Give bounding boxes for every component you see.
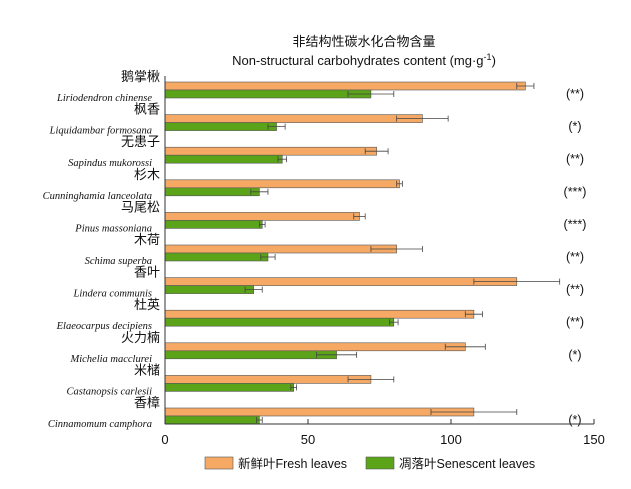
unit-close: ) [492,53,496,68]
significance-label: (*) [568,120,581,134]
bar-senescent [164,350,337,360]
bar-fresh [164,244,397,254]
chart-subtitle: Non-structural carbohydrates content (mg… [232,52,496,68]
bar-senescent [164,220,263,229]
x-tick-label: 150 [583,432,605,447]
category-label-cn: 鹅掌楸 [121,69,160,84]
bar-senescent [164,383,294,392]
legend-swatch [365,456,395,470]
bar-senescent [164,252,269,262]
bar-fresh [164,81,526,91]
category-label-latin: Liquidambar formosana [49,126,152,137]
category-label-latin: Cunninghamia lanceolata [43,191,152,202]
category-label-latin: Cinnamomum camphora [48,419,152,430]
category-label-cn: 枫香 [134,102,160,117]
bar-fresh [164,342,466,352]
unit-text: (mg·g [450,53,484,68]
category-label-latin: Castanopsis carlesii [67,386,153,397]
significance-label: (*) [568,348,581,362]
bar-senescent [164,285,254,294]
category-label-latin: Liriodendron chinense [56,93,152,104]
bar-senescent [164,89,372,99]
significance-label: (*) [568,413,581,427]
category-label-latin: Lindera communis [73,289,152,300]
unit-superscript: -1 [484,52,492,62]
bar-fresh [164,407,475,417]
bar-fresh [164,146,377,156]
significance-label: (**) [566,152,584,166]
category-label-cn: 木荷 [134,232,160,247]
category-label-cn: 杜英 [134,297,160,312]
legend-label: 新鲜叶Fresh leaves [238,456,347,471]
x-tick-label: 50 [301,432,315,447]
category-label-cn: 杉木 [134,167,160,182]
bar-fresh [164,212,360,221]
category-label-latin: Sapindus mukorossi [68,158,152,169]
category-label-cn: 火力楠 [121,330,160,345]
bar-senescent [164,187,260,197]
plot-area [164,81,561,425]
category-label-cn: 无患子 [121,134,160,149]
bar-senescent [164,154,283,164]
bar-fresh [164,114,423,123]
x-axis: 0 50 100 150 [161,76,605,447]
significance-label: (**) [566,283,584,297]
bar-senescent [164,122,277,131]
legend-label: 凋落叶Senescent leaves [399,457,535,471]
bar-fresh [164,179,400,189]
x-tick-label: 100 [440,432,462,447]
significance-label: (***) [564,185,587,199]
category-label-cn: 米槠 [134,362,160,377]
significance-label: (**) [566,87,584,101]
category-label-cn: 香樟 [134,395,160,410]
significance-label: (***) [564,217,587,231]
significance-label: (**) [566,250,584,264]
category-label-latin: Schima superba [85,256,152,267]
significance-labels: (**) (*) (**) (***) (***) (**) (**) (**) (*) (*) [564,87,587,427]
bar-fresh [164,309,475,319]
bar-senescent [164,317,395,327]
legend: 新鲜叶Fresh leaves 凋落叶Senescent leaves [204,456,535,471]
category-label-latin: Elaeocarpus decipiens [56,321,152,332]
subtitle-text: Non-structural carbohydrates content [232,53,446,68]
bar-senescent [164,415,260,425]
chart-title: 非结构性碳水化合物含量 [292,34,435,49]
legend-swatch [204,456,234,470]
category-label-cn: 香叶 [134,265,160,280]
category-label-latin: Michelia macclurei [69,354,152,365]
bar-fresh [164,277,518,286]
category-label-latin: Pinus massoniana [74,223,152,234]
category-label-cn: 马尾松 [121,199,160,214]
x-tick-label: 0 [161,432,168,447]
bar-fresh [164,375,372,384]
significance-label: (**) [566,315,584,329]
